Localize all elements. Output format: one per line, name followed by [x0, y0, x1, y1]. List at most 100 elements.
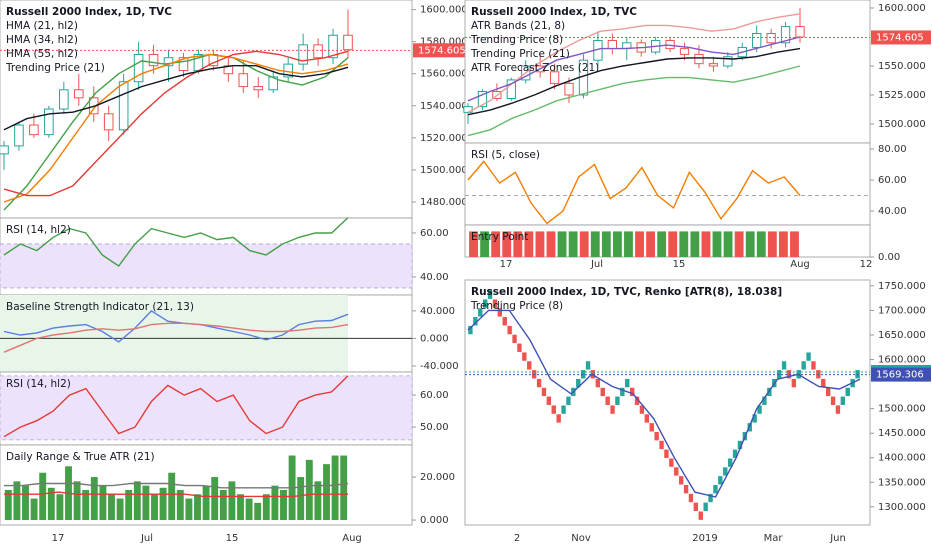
- x-tick-label: Aug: [790, 259, 810, 270]
- bar: [790, 231, 799, 257]
- bar: [228, 481, 236, 521]
- y-tick-label: 1580.000: [420, 37, 468, 48]
- renko-brick: [609, 404, 616, 415]
- y-tick-label: 1650.000: [878, 330, 926, 341]
- bar: [262, 494, 270, 521]
- renko-brick: [649, 422, 655, 432]
- series-line: [3, 53, 349, 203]
- x-tick-label: 15: [226, 533, 239, 544]
- candle-body: [343, 34, 353, 51]
- candle-body: [133, 54, 144, 83]
- y-tick-label: 1500.000: [420, 165, 468, 176]
- bar: [176, 489, 184, 521]
- renko-brick: [800, 360, 807, 371]
- baseline-bg: [0, 295, 348, 372]
- renko-brick: [619, 387, 626, 397]
- renko-brick: [546, 396, 552, 406]
- candle-body: [328, 34, 338, 59]
- bar: [39, 472, 47, 521]
- bar: [612, 231, 622, 257]
- renko-brick: [810, 360, 817, 371]
- candle-body: [14, 124, 24, 147]
- series-line: [3, 217, 349, 267]
- y-tick-label: 1550.000: [878, 61, 926, 72]
- candle-body: [506, 79, 516, 99]
- renko-brick: [477, 307, 483, 318]
- bar: [168, 472, 176, 521]
- legend-entry: HMA (55, hl2): [6, 48, 78, 60]
- pane-title: Baseline Strength Indicator (21, 13): [6, 301, 194, 313]
- pane: [464, 0, 871, 144]
- y-tick-label: 20.000: [420, 472, 455, 483]
- candle-body: [163, 57, 174, 67]
- bar: [745, 231, 755, 257]
- series-line: [467, 65, 801, 137]
- renko-brick: [835, 404, 841, 415]
- x-tick-label: 2: [514, 533, 520, 544]
- renko-brick: [673, 466, 679, 477]
- bar: [151, 494, 158, 521]
- bar: [323, 464, 330, 521]
- candle-body: [708, 63, 719, 67]
- y-tick-label: 50.00: [420, 422, 449, 433]
- bar: [194, 494, 201, 521]
- y-tick-label: 1560.000: [420, 69, 468, 80]
- renko-brick: [560, 404, 567, 415]
- bar: [22, 485, 29, 521]
- renko-brick: [541, 387, 547, 397]
- bar: [90, 477, 98, 521]
- series-line: [467, 160, 801, 225]
- candle-body: [477, 91, 488, 108]
- candle-body: [795, 26, 805, 38]
- price-tag: [871, 367, 931, 382]
- renko-brick: [624, 378, 630, 388]
- renko-brick: [781, 360, 787, 371]
- candle-body: [752, 33, 762, 48]
- bar: [524, 231, 534, 257]
- candle-body: [679, 48, 690, 55]
- bar: [211, 477, 219, 521]
- renko-brick: [658, 440, 665, 450]
- bar: [513, 231, 523, 257]
- legend-entry: Trending Price (21): [5, 62, 105, 74]
- bar: [778, 231, 788, 257]
- renko-brick: [555, 413, 562, 424]
- renko-brick: [526, 360, 532, 371]
- bar: [635, 231, 644, 257]
- candle-body: [780, 26, 791, 44]
- bar: [56, 494, 64, 521]
- series-line: [4, 491, 348, 498]
- bar: [679, 231, 689, 257]
- pane-title: RSI (14, hl2): [6, 378, 71, 390]
- legend-entry: Trending Price (8): [470, 34, 563, 46]
- candle-body: [178, 57, 189, 72]
- y-tick-label: -40.000: [420, 361, 459, 372]
- bar: [340, 455, 348, 521]
- renko-brick: [678, 475, 684, 485]
- bar: [142, 485, 150, 521]
- y-tick-label: 1400.000: [878, 453, 926, 464]
- renko-brick: [521, 351, 528, 362]
- candle-body: [298, 44, 308, 65]
- bar: [280, 489, 287, 521]
- bar: [701, 231, 711, 257]
- rsi-band: [0, 375, 413, 441]
- pane-title: RSI (14, hl2): [6, 224, 71, 236]
- y-tick-label: 1700.000: [878, 305, 926, 316]
- y-tick-label: 1600.000: [878, 3, 926, 14]
- candle-body: [607, 39, 617, 50]
- bar: [82, 489, 90, 521]
- y-tick-label: 1300.000: [878, 502, 926, 513]
- candle-body: [0, 145, 9, 155]
- y-tick-label: 40.00: [878, 206, 907, 217]
- y-tick-label: 1525.000: [878, 90, 926, 101]
- y-tick-label: 0.000: [420, 333, 449, 344]
- bar: [254, 502, 262, 521]
- bar: [657, 231, 667, 257]
- series-line: [3, 53, 349, 211]
- bar: [331, 455, 339, 521]
- bar: [4, 489, 12, 521]
- bar: [125, 489, 133, 521]
- bar: [133, 481, 141, 521]
